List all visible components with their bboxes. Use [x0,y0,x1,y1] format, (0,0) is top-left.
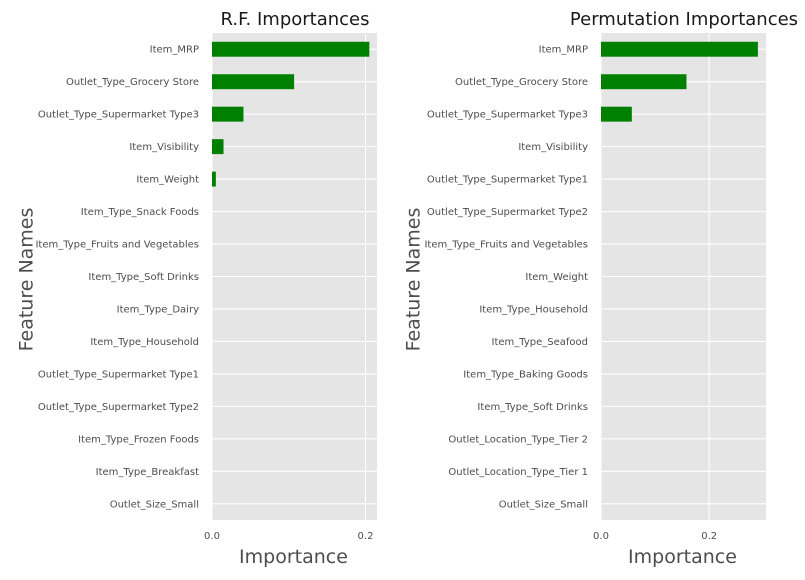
x-axis-label: Importance [628,546,737,568]
y-tick-label: Item_Type_Seafood [492,337,588,348]
x-axis-label: Importance [239,546,348,568]
y-tick-label: Item_Type_Dairy [117,304,199,315]
y-tick-label: Outlet_Type_Supermarket Type1 [38,369,199,380]
y-tick-label: Outlet_Type_Supermarket Type3 [38,110,199,121]
y-tick-label: Item_Type_Frozen Foods [78,434,199,445]
chart-title: R.F. Importances [220,9,369,30]
y-tick-label: Outlet_Location_Type_Tier 2 [448,434,588,445]
x-tick-label: 0.0 [204,531,220,542]
bar [212,74,295,90]
x-tick-label: 0.2 [701,531,717,542]
y-tick-label: Item_Type_Breakfast [96,467,199,478]
y-tick-label: Item_Type_Soft Drinks [477,402,588,413]
y-tick-label: Item_Visibility [518,142,588,153]
y-tick-label: Outlet_Size_Small [499,499,588,510]
bar [601,74,687,90]
x-tick-label: 0.2 [358,531,374,542]
bar [601,106,632,122]
permutation-importances-chart: Item_MRP Outlet_Type_Grocery Store Outlet_… [403,9,798,568]
y-axis-label: Feature Names [403,208,425,352]
bar [212,41,370,57]
y-tick-label: Item_Type_Fruits and Vegetables [424,240,588,251]
y-tick-label: Item_Weight [136,175,199,186]
y-tick-label: Item_Type_Snack Foods [81,207,199,218]
y-tick-label: Item_MRP [539,45,588,56]
y-tick-label: Outlet_Type_Supermarket Type1 [427,175,588,186]
y-tick-label: Item_Type_Household [90,337,199,348]
x-tick-label: 0.0 [593,531,609,542]
y-tick-label: Item_Type_Household [479,304,588,315]
y-tick-label: Outlet_Type_Supermarket Type3 [427,110,588,121]
y-tick-label: Item_Visibility [129,142,199,153]
y-tick-label: Item_Type_Baking Goods [463,369,588,380]
bar [212,171,216,187]
y-tick-label: Item_Type_Fruits and Vegetables [35,240,199,251]
rf-importances-chart: Item_MRP Outlet_Type_Grocery Store Outlet_… [16,9,377,568]
y-tick-label: Outlet_Location_Type_Tier 1 [448,467,588,478]
y-axis-label: Feature Names [16,208,38,352]
y-tick-label: Outlet_Type_Grocery Store [66,77,199,88]
y-tick-label: Outlet_Type_Supermarket Type2 [38,402,199,413]
y-tick-label: Outlet_Type_Supermarket Type2 [427,207,588,218]
y-tick-label: Item_MRP [150,45,199,56]
bar [601,41,758,57]
chart-title: Permutation Importances [570,9,798,30]
y-tick-label: Outlet_Size_Small [110,499,199,510]
y-tick-label: Outlet_Type_Grocery Store [455,77,588,88]
bar [212,139,224,155]
y-tick-label: Item_Weight [525,272,588,283]
bar [212,106,244,122]
y-tick-label: Item_Type_Soft Drinks [88,272,199,283]
